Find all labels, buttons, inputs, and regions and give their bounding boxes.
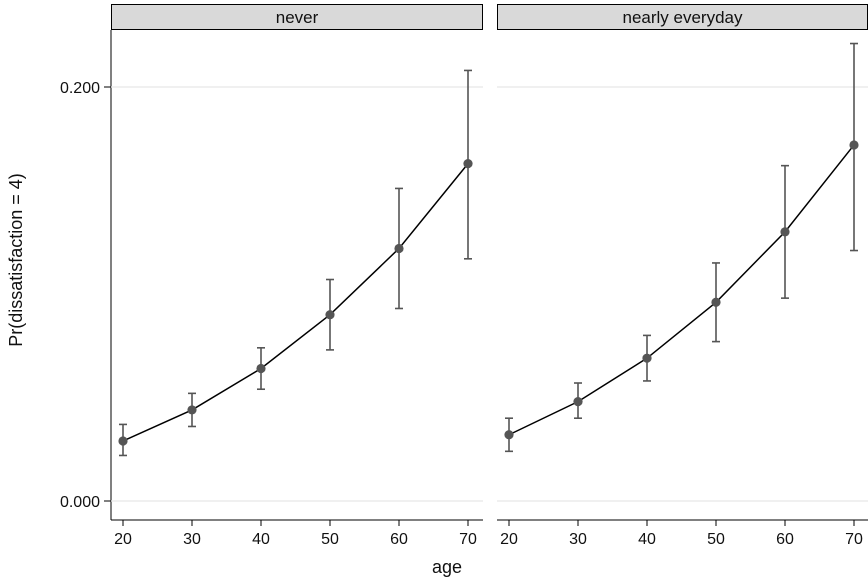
panel-strip bbox=[111, 4, 483, 30]
data-point bbox=[325, 310, 335, 320]
panel-strip-label: never bbox=[276, 8, 319, 27]
panels-layer: 0.000 0.200 never 20 30 40 50 60 70 nearly everyd… bbox=[60, 4, 868, 548]
panel-strip-label: nearly everyday bbox=[622, 8, 743, 27]
data-point bbox=[711, 297, 721, 307]
data-point bbox=[504, 430, 514, 440]
x-tick-label: 30 bbox=[183, 531, 201, 548]
x-tick-label: 20 bbox=[114, 531, 132, 548]
series-line bbox=[508, 144, 855, 436]
x-tick-label: 30 bbox=[569, 531, 587, 548]
series-line bbox=[122, 163, 469, 442]
x-tick-label: 40 bbox=[252, 531, 270, 548]
y-axis-title: Pr(dissatisfaction = 4) bbox=[6, 173, 26, 347]
data-point bbox=[394, 243, 404, 254]
x-tick-label: 70 bbox=[845, 531, 863, 548]
data-point bbox=[463, 158, 473, 169]
x-tick-label: 40 bbox=[638, 531, 656, 548]
x-tick-label: 50 bbox=[707, 531, 725, 548]
x-tick-label: 20 bbox=[500, 531, 518, 548]
x-tick-label: 50 bbox=[321, 531, 339, 548]
data-point bbox=[118, 436, 128, 446]
y-tick-label: 0.200 bbox=[60, 80, 100, 97]
x-tick-label: 60 bbox=[390, 531, 408, 548]
data-point bbox=[187, 405, 197, 415]
y-tick-label: 0.000 bbox=[60, 494, 100, 511]
x-axis-title: age bbox=[432, 557, 462, 577]
data-point bbox=[642, 353, 652, 363]
x-tick-label: 70 bbox=[459, 531, 477, 548]
data-point bbox=[849, 140, 859, 150]
x-tick-label: 60 bbox=[776, 531, 794, 548]
data-point bbox=[256, 363, 266, 374]
data-point bbox=[573, 397, 583, 407]
data-point bbox=[780, 227, 790, 237]
